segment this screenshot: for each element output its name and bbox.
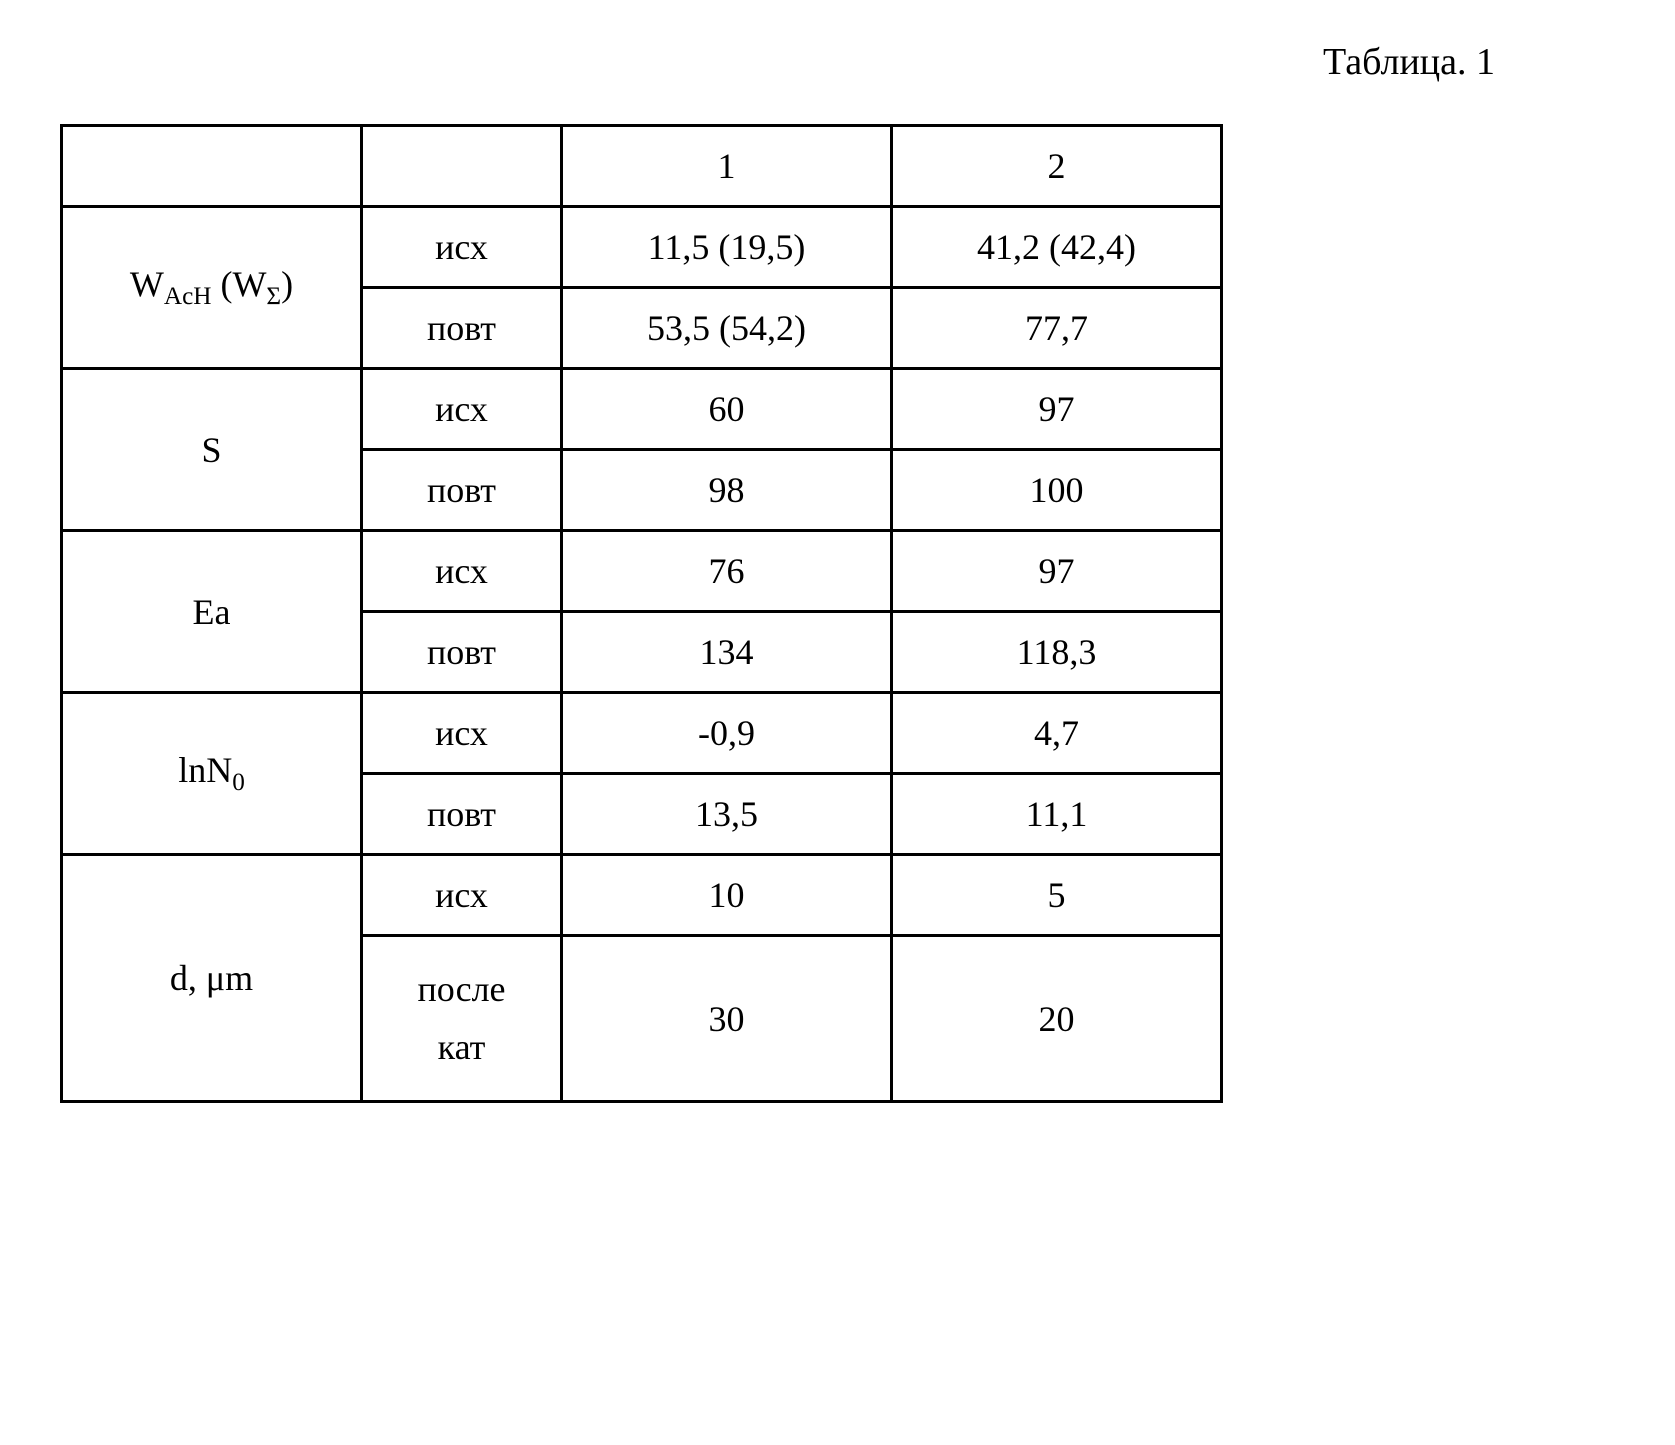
header-col-1: 1	[562, 126, 892, 207]
cell: 98	[562, 450, 892, 531]
cond-label: повт	[362, 288, 562, 369]
row-label-lnn0: lnN0	[62, 693, 362, 855]
table-row: Ea исх 76 97	[62, 531, 1222, 612]
cell: 77,7	[892, 288, 1222, 369]
cell: 13,5	[562, 774, 892, 855]
row-label-wach: WAcH (WΣ)	[62, 207, 362, 369]
table-row: S исх 60 97	[62, 369, 1222, 450]
cell: 5	[892, 855, 1222, 936]
cell: 97	[892, 531, 1222, 612]
cell: 118,3	[892, 612, 1222, 693]
header-blank-2	[362, 126, 562, 207]
wach-sub2: Σ	[266, 284, 281, 311]
wach-sub1: AcH	[164, 284, 212, 311]
cell: 41,2 (42,4)	[892, 207, 1222, 288]
header-row: 1 2	[62, 126, 1222, 207]
lnn0-sub: 0	[232, 770, 245, 797]
cell: 134	[562, 612, 892, 693]
cond-label: исх	[362, 369, 562, 450]
cell: 53,5 (54,2)	[562, 288, 892, 369]
cell: 4,7	[892, 693, 1222, 774]
cell: 100	[892, 450, 1222, 531]
cell: 20	[892, 936, 1222, 1102]
cond-label: повт	[362, 774, 562, 855]
cell: -0,9	[562, 693, 892, 774]
cell: 10	[562, 855, 892, 936]
header-blank-1	[62, 126, 362, 207]
row-label-s: S	[62, 369, 362, 531]
table-row: WAcH (WΣ) исх 11,5 (19,5) 41,2 (42,4)	[62, 207, 1222, 288]
cell: 60	[562, 369, 892, 450]
table-caption: Таблица. 1	[60, 40, 1495, 84]
lnn0-pre: lnN	[178, 750, 232, 790]
cond-label: исх	[362, 693, 562, 774]
cell: 76	[562, 531, 892, 612]
cell: 97	[892, 369, 1222, 450]
row-label-d: d, μm	[62, 855, 362, 1102]
wach-mid: (W	[211, 264, 266, 304]
cond-label: исх	[362, 855, 562, 936]
data-table: 1 2 WAcH (WΣ) исх 11,5 (19,5) 41,2 (42,4…	[60, 124, 1223, 1103]
cond-label-posle-kat: послекат	[362, 936, 562, 1102]
cell: 11,5 (19,5)	[562, 207, 892, 288]
cond-label: исх	[362, 207, 562, 288]
cell: 11,1	[892, 774, 1222, 855]
header-col-2: 2	[892, 126, 1222, 207]
wach-post: )	[281, 264, 293, 304]
table-row: lnN0 исх -0,9 4,7	[62, 693, 1222, 774]
wach-pre: W	[130, 264, 164, 304]
row-label-ea: Ea	[62, 531, 362, 693]
cond-label: исх	[362, 531, 562, 612]
table-row: d, μm исх 10 5	[62, 855, 1222, 936]
cell: 30	[562, 936, 892, 1102]
cond-label: повт	[362, 612, 562, 693]
cond-label: повт	[362, 450, 562, 531]
